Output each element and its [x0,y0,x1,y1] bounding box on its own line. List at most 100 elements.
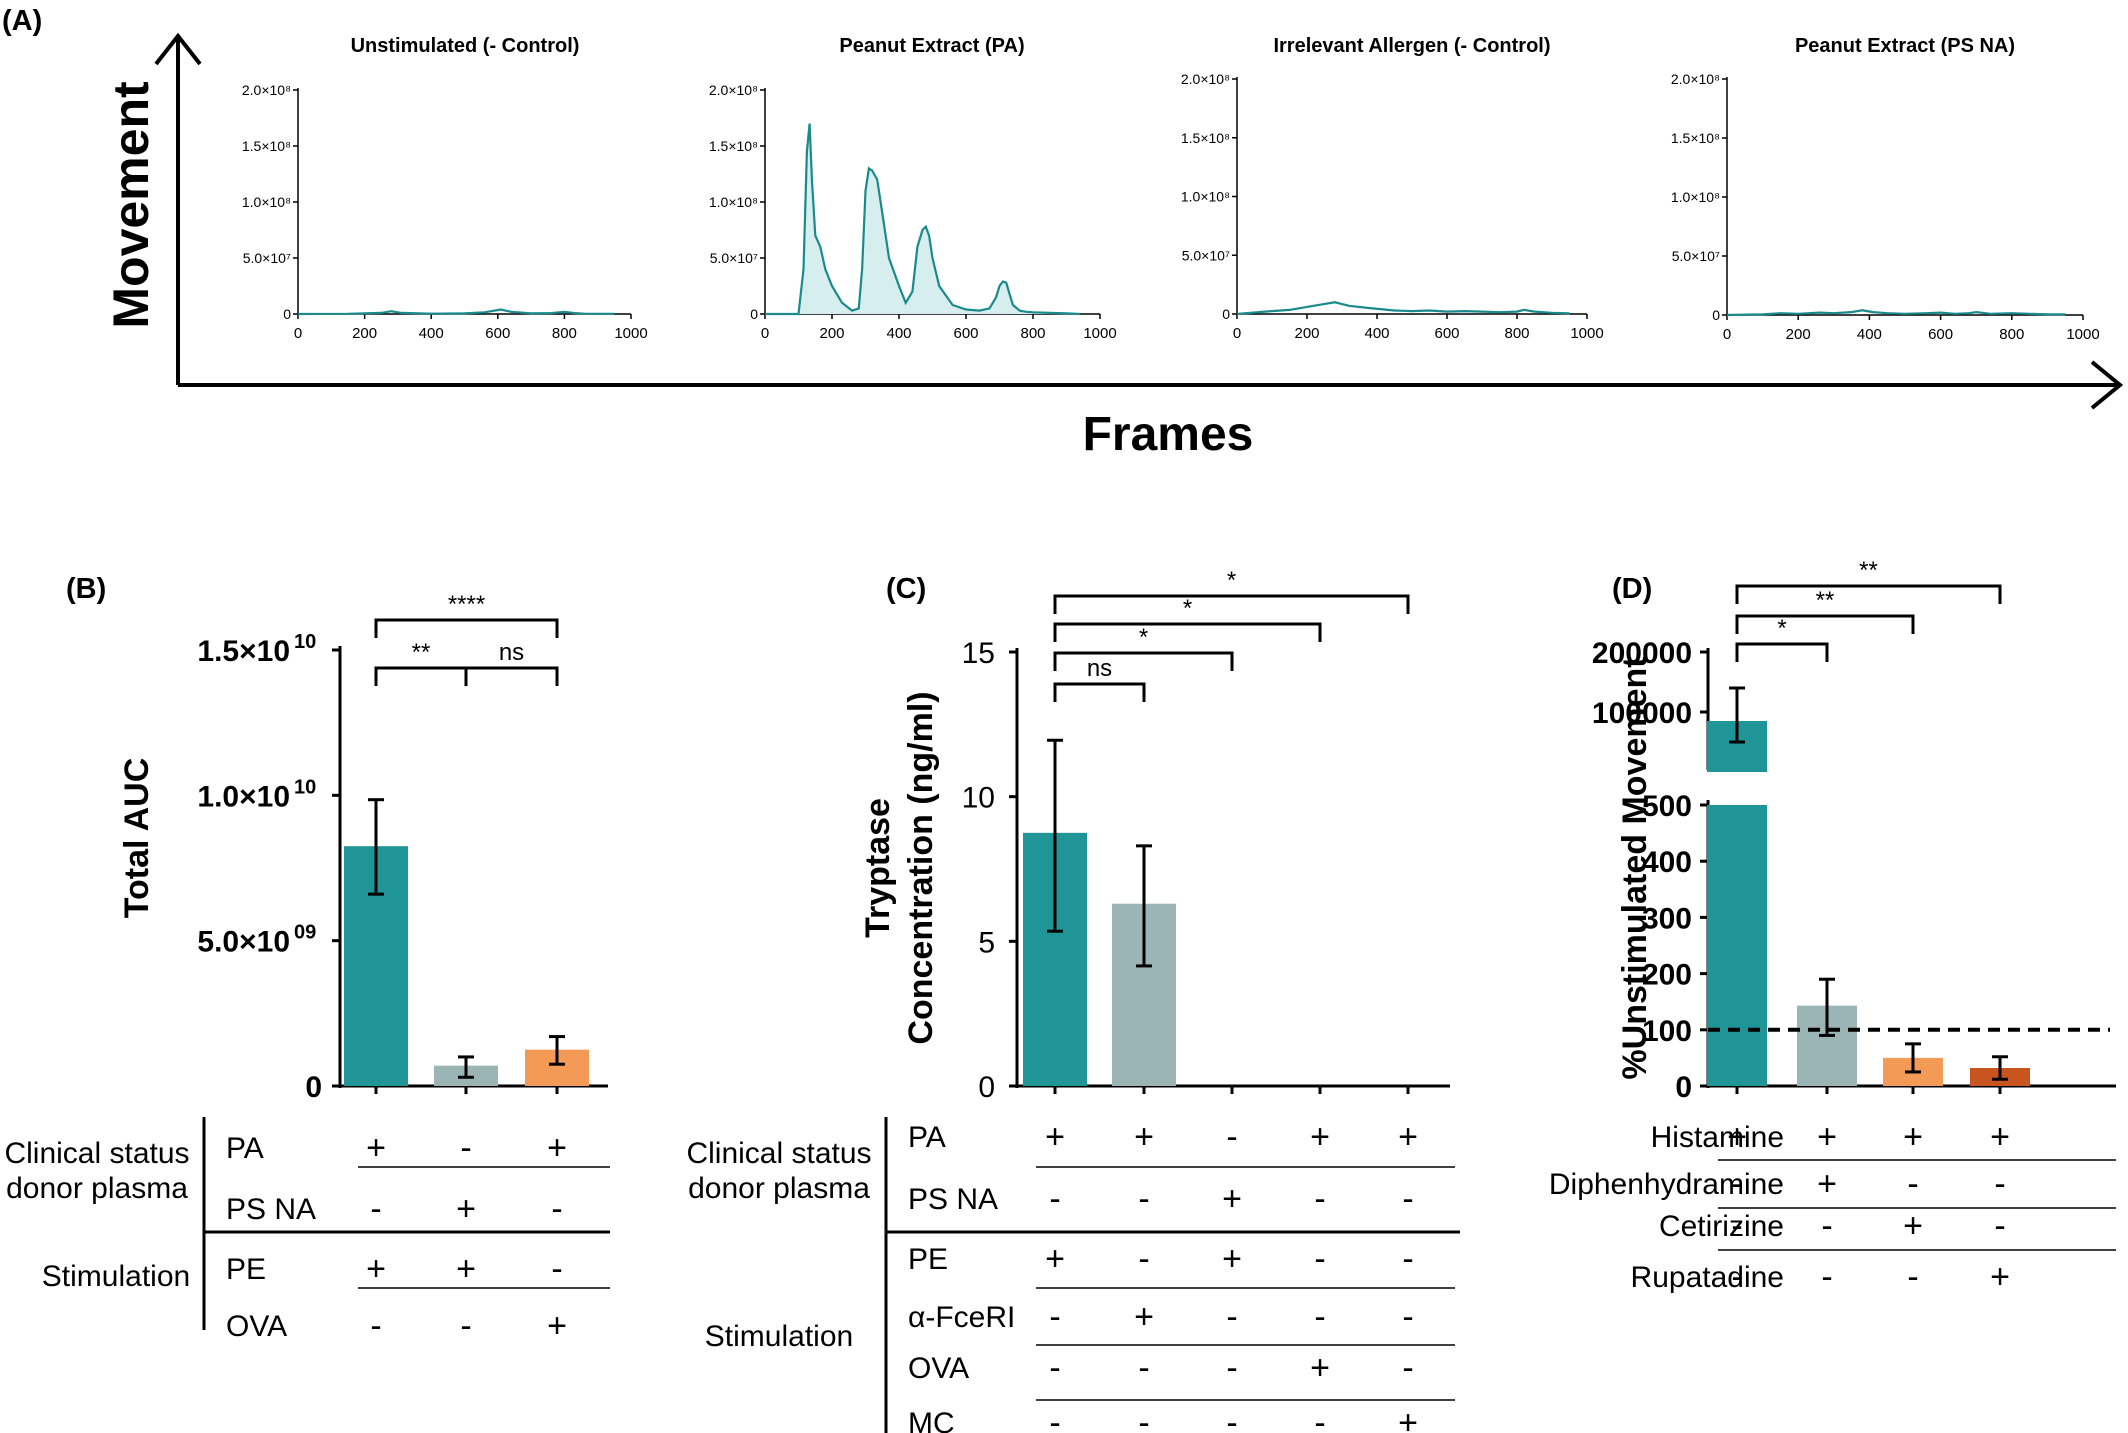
panel-a-y-arrow [154,32,202,66]
significance-label: **** [448,591,485,618]
panel-c-table-cell: - [1226,1298,1237,1336]
panel-c-table-row-label: α-FceRI [908,1301,1015,1334]
subplot-y-tick-label: 2.0×10⁸ [1181,71,1230,87]
panel-d-y-tick-label: 400 [1642,846,1692,879]
panel-b-y-label: Total AUC [118,758,156,919]
panel-b-table-cell: + [456,1190,476,1228]
panel-d-table-cell: - [1731,1207,1742,1245]
significance-label: ** [412,639,431,666]
panel-b-table-cell: + [547,1129,567,1167]
significance-bracket [1735,642,1829,662]
subplot-y-tick-label: 1.0×10⁸ [1671,189,1720,205]
panel-b-table-cell: - [370,1307,381,1345]
panel-b-table-cell: + [456,1250,476,1288]
subplot-y-tick-label: 1.0×10⁸ [709,194,758,210]
panel-d-bar-lower [1707,805,1767,1086]
significance-bracket [1053,651,1234,671]
panel-c-table-cell: + [1045,1118,1065,1156]
panel-d-table-cell: - [1821,1258,1832,1296]
subplot-3: Irrelevant Allergen (- Control) 0 5.0×10⁷ 1… [1181,35,1604,342]
panel-d-table-cell: - [1994,1207,2005,1245]
panel-b-table-cell: - [370,1190,381,1228]
panel-c-table-cell: - [1049,1404,1060,1433]
panel-d-table-row-label: Cetirizine [1659,1210,1784,1243]
panel-b-table-row-label: PE [226,1253,266,1286]
panel-d-table-row-label: Histamine [1651,1121,1784,1154]
panel-c-table-row-label: PS NA [908,1183,998,1216]
panel-c-table-cell: - [1314,1404,1325,1433]
panel-a-y-label: Movement [103,81,159,329]
subplot-series-line [1726,309,2066,317]
panel-d-y-tick-label: 300 [1642,902,1692,935]
subplot-x-tick-label: 600 [1928,326,1953,343]
panel-c-y-label: Concentration (ng/ml) [902,691,940,1044]
panel-c-table-cell: - [1402,1240,1413,1278]
subplot-x-tick-label: 400 [1364,325,1389,342]
panel-d-table-row-label: Rupatadine [1631,1261,1784,1294]
panel-c-table-cell: - [1226,1118,1237,1156]
significance-bracket [464,666,559,686]
panel-b-group-label: Clinical status [4,1137,189,1170]
subplot-x-tick-label: 1000 [1570,325,1603,342]
subplot-x-tick-label: 0 [1723,326,1731,343]
panel-d-y-tick-label: 200 [1642,959,1692,992]
subplot-title: Unstimulated (- Control) [351,35,580,57]
subplot-series-line [297,308,615,316]
panel-d-table-cell: + [1903,1118,1923,1156]
significance-bracket [1053,622,1322,642]
significance-bracket [374,666,468,686]
panel-c-table-cell: - [1314,1298,1325,1336]
panel-d-table-cell: + [1817,1118,1837,1156]
panel-c-table-cell: + [1398,1404,1418,1433]
subplot-y-tick-label: 1.5×10⁸ [1181,130,1230,146]
panel-b-y-tick-label: 0 [305,1071,322,1104]
subplot-x-tick-label: 600 [1434,325,1459,342]
subplot-x-tick-label: 400 [1857,326,1882,343]
panel-c-table-cell: + [1134,1298,1154,1336]
panel-c-table-cell: - [1314,1180,1325,1218]
panel-d-table-cell: - [1994,1165,2005,1203]
panel-a-x-label: Frames [1083,408,1254,461]
subplot-y-tick-label: 5.0×10⁷ [243,250,291,266]
subplot-y-tick-label: 2.0×10⁸ [1671,71,1720,87]
panel-b-table-cell: + [547,1307,567,1345]
significance-label: * [1227,567,1236,594]
panel-d-table-cell: - [1907,1258,1918,1296]
panel-c-table-cell: + [1045,1240,1065,1278]
subplot-x-tick-label: 800 [552,325,577,342]
subplot-x-tick-label: 200 [819,325,844,342]
panel-c-table-cell: - [1138,1180,1149,1218]
subplot-y-tick-label: 2.0×10⁸ [242,82,291,98]
panel-b-y-tick-label: 5.0×10 [197,926,290,959]
panel-c-y-tick-label: 0 [978,1071,995,1104]
subplot-y-tick-label: 2.0×10⁸ [709,82,758,98]
subplot-y-tick-label: 1.0×10⁸ [242,194,291,210]
panel-c-table-cell: - [1402,1298,1413,1336]
panel-c-table-cell: + [1310,1349,1330,1387]
panel-c-y-tick-label: 5 [978,926,995,959]
subplot-title: Peanut Extract (PS NA) [1795,35,2015,57]
panel-c-y-tick-label: 10 [962,782,995,815]
subplot-y-tick-label: 5.0×10⁷ [1672,248,1720,264]
subplot-title: Irrelevant Allergen (- Control) [1273,35,1550,57]
subplot-x-tick-label: 1000 [1083,325,1116,342]
significance-label: * [1777,615,1786,642]
subplot-x-tick-label: 0 [761,325,769,342]
panel-c-y-label: Tryptase [859,798,897,938]
panel-b-table-row-label: PS NA [226,1193,316,1226]
panel-b-y-tick-label: 1.5×10 [197,635,290,668]
panel-d-table-cell: - [1821,1207,1832,1245]
panel-c-table-row-label: OVA [908,1352,969,1385]
panel-d-y-tick-label: 0 [1675,1071,1692,1104]
subplot-4: Peanut Extract (PS NA) 0 5.0×10⁷ 1.0×10⁸ 1.5… [1671,35,2100,343]
panel-b-table-cell: - [460,1307,471,1345]
panel-d-table-cell: + [1727,1118,1747,1156]
panel-c-table-row-label: PA [908,1121,946,1154]
panel-c-group-label: Stimulation [705,1320,853,1353]
panel-b-label: (B) [66,573,106,605]
panel-c-table-cell: - [1314,1240,1325,1278]
subplot-x-tick-label: 200 [1294,325,1319,342]
panel-c-table-cell: + [1222,1240,1242,1278]
panel-d-table-cell: + [1817,1165,1837,1203]
